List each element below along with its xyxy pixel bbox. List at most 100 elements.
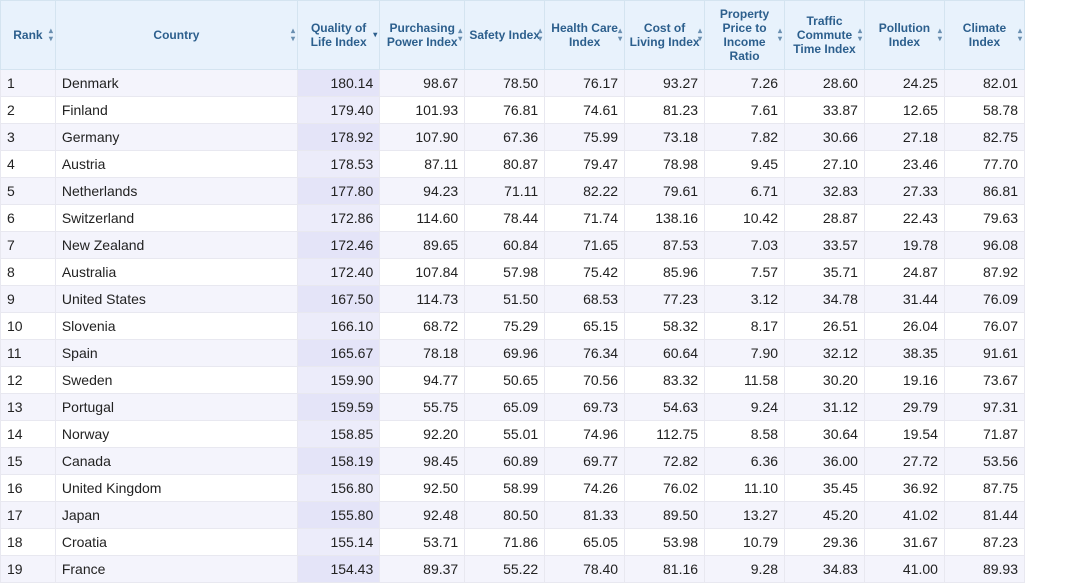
cell-country: France <box>55 556 297 583</box>
col-header-label: Safety Index <box>469 28 540 42</box>
sort-icon: ▴▾ <box>698 27 702 43</box>
col-header-label: Cost of Living Index <box>630 21 700 49</box>
cell-country: Japan <box>55 502 297 529</box>
cell-health: 81.33 <box>545 502 625 529</box>
cell-pollution: 12.65 <box>864 97 944 124</box>
cell-rank: 3 <box>1 124 56 151</box>
col-header-climate[interactable]: Climate Index ▴▾ <box>944 1 1024 70</box>
col-header-ppir[interactable]: Property Price to Income Ratio ▴▾ <box>705 1 785 70</box>
cell-ppi: 89.37 <box>380 556 465 583</box>
cell-rank: 7 <box>1 232 56 259</box>
cell-safety: 58.99 <box>465 475 545 502</box>
cell-col: 85.96 <box>625 259 705 286</box>
col-header-country[interactable]: Country ▴▾ <box>55 1 297 70</box>
cell-country: Portugal <box>55 394 297 421</box>
table-row: 19France154.4389.3755.2278.4081.169.2834… <box>1 556 1025 583</box>
cell-qol: 158.85 <box>298 421 380 448</box>
cell-ppir: 7.82 <box>705 124 785 151</box>
cell-country: Austria <box>55 151 297 178</box>
cell-col: 78.98 <box>625 151 705 178</box>
cell-col: 72.82 <box>625 448 705 475</box>
cell-ppir: 13.27 <box>705 502 785 529</box>
cell-ppi: 53.71 <box>380 529 465 556</box>
cell-col: 83.32 <box>625 367 705 394</box>
cell-rank: 13 <box>1 394 56 421</box>
cell-pollution: 24.25 <box>864 70 944 97</box>
table-row: 9United States167.50114.7351.5068.5377.2… <box>1 286 1025 313</box>
cell-country: Germany <box>55 124 297 151</box>
cell-pollution: 24.87 <box>864 259 944 286</box>
quality-of-life-table: Rank ▴▾ Country ▴▾ Quality of Life Index… <box>0 0 1025 583</box>
col-header-pollution[interactable]: Pollution Index ▴▾ <box>864 1 944 70</box>
cell-pollution: 31.67 <box>864 529 944 556</box>
cell-country: Netherlands <box>55 178 297 205</box>
cell-qol: 172.46 <box>298 232 380 259</box>
cell-country: Norway <box>55 421 297 448</box>
col-header-rank[interactable]: Rank ▴▾ <box>1 1 56 70</box>
cell-country: Slovenia <box>55 313 297 340</box>
sort-icon: ▴▾ <box>291 27 295 43</box>
cell-safety: 75.29 <box>465 313 545 340</box>
col-header-health[interactable]: Health Care Index ▴▾ <box>545 1 625 70</box>
cell-health: 76.34 <box>545 340 625 367</box>
cell-ppi: 114.73 <box>380 286 465 313</box>
table-row: 12Sweden159.9094.7750.6570.5683.3211.583… <box>1 367 1025 394</box>
cell-ppi: 94.23 <box>380 178 465 205</box>
cell-health: 69.77 <box>545 448 625 475</box>
cell-rank: 1 <box>1 70 56 97</box>
cell-climate: 91.61 <box>944 340 1024 367</box>
col-header-col[interactable]: Cost of Living Index ▴▾ <box>625 1 705 70</box>
cell-rank: 9 <box>1 286 56 313</box>
cell-rank: 10 <box>1 313 56 340</box>
cell-ppi: 87.11 <box>380 151 465 178</box>
col-header-label: Purchasing Power Index <box>387 21 458 49</box>
cell-country: Switzerland <box>55 205 297 232</box>
cell-ppir: 7.61 <box>705 97 785 124</box>
cell-climate: 53.56 <box>944 448 1024 475</box>
cell-ppi: 78.18 <box>380 340 465 367</box>
col-header-safety[interactable]: Safety Index ▴▾ <box>465 1 545 70</box>
cell-rank: 6 <box>1 205 56 232</box>
cell-safety: 80.87 <box>465 151 545 178</box>
cell-country: Canada <box>55 448 297 475</box>
cell-qol: 159.59 <box>298 394 380 421</box>
col-header-qol[interactable]: Quality of Life Index ▾ <box>298 1 380 70</box>
cell-safety: 50.65 <box>465 367 545 394</box>
cell-climate: 77.70 <box>944 151 1024 178</box>
sort-icon: ▴▾ <box>618 27 622 43</box>
cell-rank: 4 <box>1 151 56 178</box>
cell-climate: 97.31 <box>944 394 1024 421</box>
cell-country: Croatia <box>55 529 297 556</box>
cell-ppi: 107.84 <box>380 259 465 286</box>
cell-traffic: 30.66 <box>785 124 865 151</box>
cell-qol: 154.43 <box>298 556 380 583</box>
cell-traffic: 26.51 <box>785 313 865 340</box>
cell-health: 69.73 <box>545 394 625 421</box>
cell-pollution: 41.02 <box>864 502 944 529</box>
cell-pollution: 19.16 <box>864 367 944 394</box>
table-row: 11Spain165.6778.1869.9676.3460.647.9032.… <box>1 340 1025 367</box>
cell-traffic: 34.83 <box>785 556 865 583</box>
col-header-traffic[interactable]: Traffic Commute Time Index ▴▾ <box>785 1 865 70</box>
col-header-ppi[interactable]: Purchasing Power Index ▴▾ <box>380 1 465 70</box>
cell-climate: 82.75 <box>944 124 1024 151</box>
cell-ppir: 9.45 <box>705 151 785 178</box>
cell-pollution: 27.18 <box>864 124 944 151</box>
cell-ppir: 11.10 <box>705 475 785 502</box>
cell-traffic: 35.45 <box>785 475 865 502</box>
col-header-label: Pollution Index <box>879 21 930 49</box>
cell-traffic: 35.71 <box>785 259 865 286</box>
cell-ppir: 3.12 <box>705 286 785 313</box>
cell-ppi: 92.48 <box>380 502 465 529</box>
cell-health: 65.15 <box>545 313 625 340</box>
table-row: 16United Kingdom156.8092.5058.9974.2676.… <box>1 475 1025 502</box>
cell-country: Denmark <box>55 70 297 97</box>
cell-qol: 172.40 <box>298 259 380 286</box>
col-header-label: Country <box>153 28 199 42</box>
cell-ppi: 114.60 <box>380 205 465 232</box>
cell-col: 81.23 <box>625 97 705 124</box>
cell-traffic: 31.12 <box>785 394 865 421</box>
cell-ppir: 6.36 <box>705 448 785 475</box>
cell-rank: 16 <box>1 475 56 502</box>
cell-safety: 67.36 <box>465 124 545 151</box>
